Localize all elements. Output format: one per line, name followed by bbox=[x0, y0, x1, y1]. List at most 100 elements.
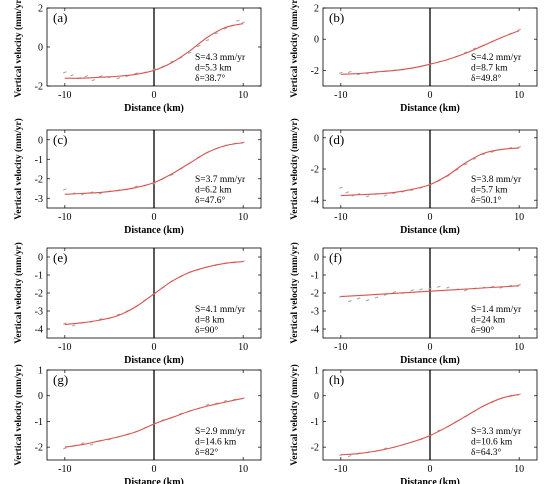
observed-point bbox=[236, 19, 240, 22]
observed-point bbox=[70, 74, 74, 77]
observed-point bbox=[339, 71, 343, 74]
y-tick-label: 2 bbox=[314, 4, 319, 15]
observed-point bbox=[63, 71, 67, 74]
y-tick-label: 2 bbox=[38, 4, 43, 15]
x-tick-label: 10 bbox=[514, 90, 524, 101]
x-tick-label: 10 bbox=[514, 464, 524, 475]
y-tick-label: -1 bbox=[35, 271, 43, 282]
observed-point bbox=[63, 322, 67, 325]
panel-b: -2 0 2 -10 0 10 (b) S=4.2 mm/yrd=8.7 kmδ=49.8° D… bbox=[289, 0, 538, 114]
x-tick-label: 0 bbox=[428, 90, 433, 101]
x-tick-label: -10 bbox=[58, 90, 71, 101]
y-tick-label: -1 bbox=[311, 417, 319, 428]
observed-point bbox=[365, 195, 370, 198]
x-tick-label: 10 bbox=[514, 212, 524, 223]
observed-point bbox=[98, 192, 103, 195]
x-axis-label: Distance (km) bbox=[400, 103, 460, 114]
model-curve bbox=[340, 285, 520, 298]
observed-point bbox=[241, 21, 245, 24]
observed-point bbox=[134, 185, 138, 188]
observed-point bbox=[419, 288, 423, 291]
x-tick-label: 10 bbox=[514, 342, 524, 353]
parameter-annotation: d=8.7 km bbox=[471, 64, 508, 74]
y-tick-label: 1 bbox=[314, 366, 319, 377]
panel-label: (b) bbox=[329, 10, 344, 25]
observed-point bbox=[187, 51, 192, 54]
panel-e: -4-3-2-10-10 0 10(e)S=4.1 mm/yrd=8 kmδ=90°… bbox=[13, 242, 262, 366]
observed-point bbox=[517, 283, 521, 287]
observed-point bbox=[463, 289, 468, 292]
x-axis-label: Distance (km) bbox=[400, 225, 460, 236]
parameter-annotation: S=4.1 mm/yr bbox=[195, 305, 246, 315]
y-tick-label: -4 bbox=[311, 196, 319, 207]
x-tick-label: -10 bbox=[334, 464, 347, 475]
y-tick-label: -2 bbox=[35, 82, 43, 93]
observed-point bbox=[463, 51, 468, 54]
x-tick-label: 0 bbox=[428, 212, 433, 223]
observed-point bbox=[437, 429, 441, 432]
parameter-annotation: d=8 km bbox=[195, 316, 225, 326]
parameter-annotation: d=24 km bbox=[471, 316, 506, 326]
observed-point bbox=[63, 188, 67, 191]
observed-point bbox=[410, 188, 414, 192]
observed-point bbox=[339, 186, 343, 189]
parameter-annotation: δ=38.7° bbox=[195, 73, 225, 84]
observed-point bbox=[89, 443, 94, 446]
observed-point bbox=[472, 47, 477, 50]
y-tick-label: 0 bbox=[314, 133, 319, 144]
parameter-annotation: S=4.2 mm/yr bbox=[471, 53, 522, 63]
y-tick-label: -1 bbox=[35, 155, 43, 166]
x-tick-label: 10 bbox=[238, 342, 248, 353]
x-tick-label: -10 bbox=[58, 212, 71, 223]
model-curve bbox=[64, 23, 244, 79]
y-tick-label: -2 bbox=[311, 289, 319, 300]
observed-point bbox=[116, 313, 121, 316]
y-axis-label: Vertical velocity (mm/yr) bbox=[13, 118, 24, 219]
model-curve bbox=[64, 260, 244, 326]
parameter-annotation: δ=82° bbox=[195, 447, 218, 458]
model-curve bbox=[64, 142, 244, 195]
parameter-annotation: d=5.7 km bbox=[471, 186, 508, 196]
observed-point bbox=[356, 297, 361, 300]
x-axis-label: Distance (km) bbox=[400, 477, 460, 484]
observed-point bbox=[214, 32, 219, 35]
y-axis-label: Vertical velocity (mm/yr) bbox=[289, 0, 300, 98]
parameter-annotation: S=2.9 mm/yr bbox=[195, 427, 246, 437]
observed-point bbox=[383, 293, 388, 296]
model-curve bbox=[340, 30, 520, 75]
y-tick-label: -1 bbox=[311, 271, 319, 282]
model-curve bbox=[340, 147, 520, 197]
observed-point bbox=[383, 194, 388, 197]
parameter-annotation: δ=47.6° bbox=[195, 195, 225, 206]
observed-point bbox=[490, 150, 495, 153]
observed-point bbox=[374, 296, 379, 299]
x-tick-label: 10 bbox=[238, 90, 248, 101]
y-tick-label: -3 bbox=[35, 194, 43, 205]
observed-point bbox=[365, 299, 370, 302]
panel-label: (f) bbox=[329, 250, 342, 265]
y-tick-label: -4 bbox=[35, 325, 43, 336]
parameter-annotation: S=1.4 mm/yr bbox=[471, 305, 522, 315]
parameter-annotation: S=3.7 mm/yr bbox=[195, 175, 246, 185]
observed-point bbox=[223, 27, 228, 30]
y-tick-label: 0 bbox=[314, 391, 319, 402]
observed-point bbox=[63, 447, 67, 450]
panel-label: (c) bbox=[53, 132, 67, 147]
observed-point bbox=[80, 193, 85, 196]
y-tick-label: -2 bbox=[311, 66, 319, 77]
observed-point bbox=[116, 77, 121, 80]
x-axis-label: Distance (km) bbox=[400, 355, 460, 366]
y-tick-label: -4 bbox=[311, 325, 319, 336]
observed-point bbox=[223, 399, 228, 402]
x-tick-label: 10 bbox=[238, 464, 248, 475]
observed-point bbox=[428, 287, 432, 290]
parameter-annotation: S=4.3 mm/yr bbox=[195, 53, 246, 63]
x-tick-label: -10 bbox=[334, 342, 347, 353]
observed-point bbox=[134, 72, 138, 75]
x-tick-label: -10 bbox=[58, 342, 71, 353]
parameter-annotation: δ=90° bbox=[195, 325, 218, 336]
y-tick-label: 0 bbox=[38, 135, 43, 146]
x-tick-label: 10 bbox=[238, 212, 248, 223]
panel-d: -4 -2 0 -10 0 10 (d) S=3.8 mm/yrd=5.7 kmδ=50.1°… bbox=[289, 118, 538, 236]
